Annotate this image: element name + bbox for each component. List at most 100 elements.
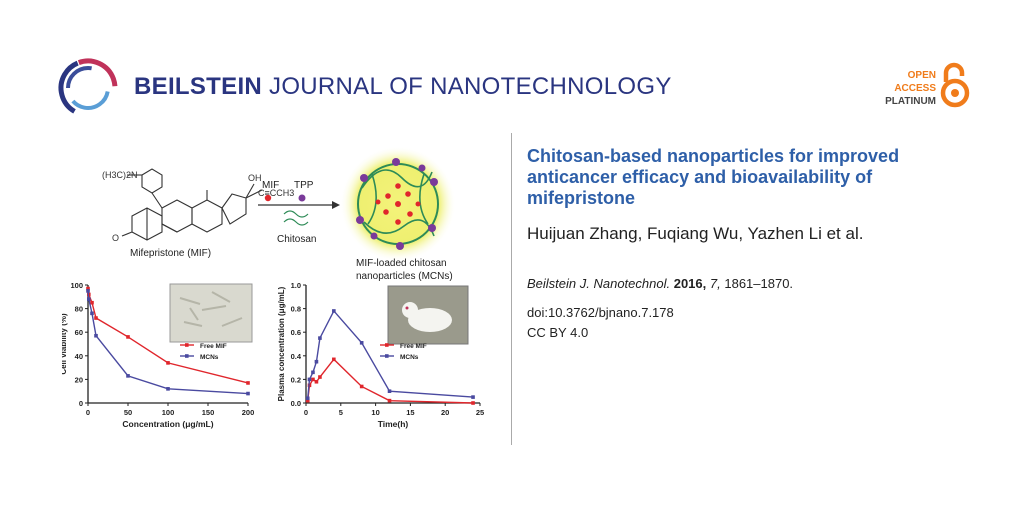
graphical-abstract: (H3C)2N OH C≡CCH3 O Mifepristone (MIF) M…	[62, 146, 484, 429]
x-tick-label: 50	[124, 408, 132, 417]
legend-label: MCNs	[400, 354, 419, 361]
data-point	[332, 309, 336, 313]
data-point	[332, 357, 336, 362]
data-point	[359, 341, 364, 345]
scheme-reagent-chitosan: Chitosan	[277, 234, 316, 245]
article-authors: Huijuan Zhang, Fuqiang Wu, Yazhen Li et …	[527, 224, 864, 243]
data-point	[305, 396, 310, 401]
data-point	[166, 361, 170, 365]
tpp-dot-icon	[298, 194, 306, 202]
scheme-reagent-tpp: TPP	[294, 180, 314, 191]
data-point	[126, 374, 130, 378]
scheme-product-line-1: MIF-loaded chitosan	[356, 258, 447, 269]
legend-marker	[185, 343, 189, 347]
data-point	[94, 333, 98, 338]
mif-dot-icon	[264, 194, 272, 202]
data-point	[86, 289, 90, 293]
open-access-label: OPEN ACCESS PLATINUM	[858, 69, 936, 108]
x-tick-label: 200	[242, 408, 255, 417]
open-access-line-2: ACCESS	[894, 83, 936, 94]
chart-plasma-concentration: 0 5 10 15 20 25 0.0 0.2 0.4 0.6 0.8 1.0 Time(h) Plasm…	[277, 281, 484, 429]
journal-name-rest: JOURNAL OF NANOTECHNOLOGY	[262, 73, 672, 100]
x-tick-label: 15	[406, 408, 414, 417]
y-tick-label: 40	[75, 352, 83, 361]
y-tick-label: 0	[79, 399, 83, 408]
article-doi[interactable]: doi:10.3762/bjnano.7.178	[527, 305, 674, 320]
y-tick-label: 0.2	[291, 375, 301, 384]
article-title[interactable]: Chitosan-based nanoparticles for improve…	[527, 146, 900, 208]
data-point	[305, 398, 310, 403]
citation-pages: 1861–1870.	[724, 276, 794, 291]
data-point	[387, 389, 392, 393]
y-axis-label: Cell viability (%)	[62, 313, 68, 375]
y-axis-label: Plasma concentration (μg/mL)	[277, 286, 286, 401]
data-point	[90, 300, 94, 305]
scheme-product-line-2: nanoparticles (MCNs)	[356, 271, 453, 282]
scheme-ketone: O	[112, 233, 119, 243]
y-tick-label: 100	[70, 281, 83, 290]
x-tick-label: 0	[304, 408, 308, 417]
data-point	[387, 398, 392, 403]
open-access-line-3: PLATINUM	[885, 96, 936, 107]
x-tick-label: 5	[339, 408, 343, 417]
data-point	[86, 286, 90, 291]
y-tick-label: 20	[75, 375, 83, 384]
legend-marker	[185, 354, 189, 358]
data-point	[246, 381, 250, 385]
x-axis-label: Time(h)	[378, 419, 409, 429]
journal-name: BEILSTEIN JOURNAL OF NANOTECHNOLOGY	[134, 73, 672, 101]
citation-journal: Beilstein J. Nanotechnol.	[527, 276, 671, 291]
cell-micrograph-cells	[179, 291, 243, 327]
data-point	[166, 387, 170, 391]
open-access-line-1: OPEN	[907, 70, 936, 81]
data-point	[471, 395, 475, 399]
scheme-alkyne: C≡CCH3	[258, 188, 294, 198]
citation-volume: 7,	[709, 276, 721, 291]
chart-cell-viability: 0 50 100 150 200 0 20 40 60 80 100 Concentration (μ…	[62, 281, 254, 429]
y-tick-label: 0.8	[291, 305, 301, 314]
chitosan-icon	[283, 210, 309, 226]
data-point	[87, 297, 91, 301]
data-point	[318, 336, 322, 340]
data-point	[311, 377, 315, 382]
reaction-arrowhead	[332, 201, 340, 209]
mifepristone-structure	[121, 168, 263, 241]
y-tick-label: 0.4	[291, 352, 302, 361]
y-tick-label: 80	[75, 305, 83, 314]
data-point	[126, 335, 130, 339]
legend-label: Free MIF	[400, 343, 427, 350]
scheme-compound-name: Mifepristone (MIF)	[130, 248, 211, 259]
y-tick-label: 0.0	[291, 399, 301, 408]
x-axis-label: Concentration (μg/mL)	[122, 419, 213, 429]
open-lock-icon	[940, 62, 970, 108]
y-tick-label: 60	[75, 328, 83, 337]
x-tick-label: 25	[476, 408, 484, 417]
data-point	[94, 316, 98, 320]
x-tick-label: 100	[162, 408, 175, 417]
legend-marker	[385, 354, 389, 358]
data-point	[307, 377, 312, 382]
scheme-dimethylamino: (H3C)2N	[102, 170, 138, 180]
mouse-photo-mouse	[408, 308, 452, 332]
x-tick-label: 0	[86, 408, 90, 417]
data-point	[471, 401, 475, 405]
data-point	[311, 370, 315, 375]
citation-year: 2016,	[673, 276, 707, 291]
y-tick-label: 1.0	[291, 281, 301, 290]
legend-label: MCNs	[200, 354, 219, 361]
legend-label: Free MIF	[200, 343, 227, 350]
vertical-divider	[511, 133, 512, 445]
nanoparticle-illustration	[340, 146, 456, 262]
data-point	[246, 391, 250, 396]
data-point	[314, 359, 319, 364]
data-point	[314, 379, 319, 384]
x-tick-label: 20	[441, 408, 449, 417]
x-tick-label: 150	[202, 408, 215, 417]
x-tick-label: 10	[371, 408, 379, 417]
legend-marker	[385, 343, 389, 347]
y-tick-label: 0.6	[291, 328, 301, 337]
scheme-oh: OH	[248, 173, 262, 183]
article-citation: Beilstein J. Nanotechnol. 2016, 7, 1861–…	[527, 276, 793, 291]
data-point	[359, 384, 364, 389]
scheme-reagent-mif: MIF	[262, 180, 279, 191]
